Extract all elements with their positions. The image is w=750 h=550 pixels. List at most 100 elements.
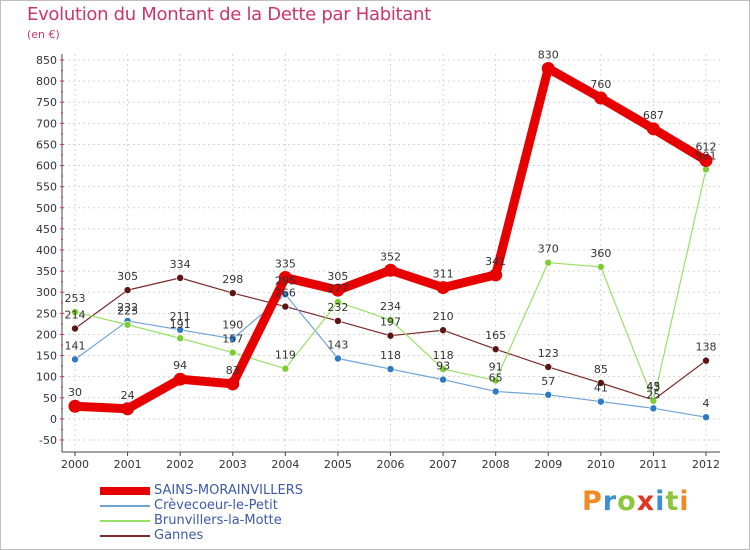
x-tick-label: 2004 xyxy=(271,458,299,471)
data-label: 232 xyxy=(327,301,348,314)
x-tick-label: 2008 xyxy=(482,458,510,471)
data-point xyxy=(334,317,342,325)
y-tick-label: 850 xyxy=(36,54,57,67)
data-point xyxy=(228,348,237,357)
data-point xyxy=(68,399,82,413)
data-label: 591 xyxy=(696,149,717,162)
data-point xyxy=(176,274,184,282)
data-label: 190 xyxy=(222,319,243,332)
data-point xyxy=(702,356,710,365)
data-point xyxy=(544,258,553,267)
legend-swatch xyxy=(100,519,150,522)
legend-label: Crèvecoeur-le-Petit xyxy=(154,498,278,513)
data-point xyxy=(226,377,240,391)
chart-title: Evolution du Montant de la Dette par Hab… xyxy=(27,4,431,25)
data-label: 830 xyxy=(538,48,559,61)
y-tick-label: 50 xyxy=(43,392,57,405)
data-point xyxy=(439,326,447,335)
data-point xyxy=(649,404,658,413)
y-tick-label: 800 xyxy=(36,75,57,88)
data-label: 191 xyxy=(170,318,191,331)
data-label: 123 xyxy=(538,347,559,360)
data-point xyxy=(439,365,447,373)
data-point xyxy=(121,402,135,416)
data-label: 83 xyxy=(226,364,240,377)
y-tick-label: 500 xyxy=(36,202,57,215)
data-label: 43 xyxy=(646,381,660,394)
data-label: 266 xyxy=(275,287,296,300)
data-label: 93 xyxy=(436,360,450,373)
data-label: 85 xyxy=(594,363,608,376)
data-label: 45 xyxy=(646,380,660,393)
data-label: 118 xyxy=(433,349,454,362)
x-tick-label: 2010 xyxy=(587,458,615,471)
data-point xyxy=(491,387,500,396)
data-point xyxy=(176,325,184,334)
legend-label: SAINS-MORAINVILLERS xyxy=(154,483,304,498)
data-point xyxy=(597,379,605,387)
data-label: 311 xyxy=(433,268,454,281)
y-tick-label: 550 xyxy=(36,181,57,194)
x-tick-label: 2006 xyxy=(377,458,405,471)
x-tick-label: 2005 xyxy=(324,458,352,471)
data-label: 305 xyxy=(327,270,348,283)
data-label: 211 xyxy=(170,310,191,323)
data-point xyxy=(489,268,503,282)
x-tick-label: 2000 xyxy=(61,458,89,471)
data-point xyxy=(436,281,450,295)
y-tick-label: 0 xyxy=(50,413,57,426)
data-point xyxy=(384,263,397,277)
data-point xyxy=(646,122,660,136)
data-label: 253 xyxy=(65,292,86,305)
data-label: 352 xyxy=(380,250,401,263)
data-label: 143 xyxy=(327,339,348,352)
data-label: 232 xyxy=(117,301,138,314)
y-tick-label: 100 xyxy=(36,371,57,384)
data-point xyxy=(71,324,79,333)
data-label: 298 xyxy=(222,273,243,286)
logo-letter: o xyxy=(617,486,637,517)
data-label: 57 xyxy=(541,375,555,388)
data-point xyxy=(281,302,290,311)
legend-swatch xyxy=(100,534,150,537)
legend-item: SAINS-MORAINVILLERS xyxy=(100,483,303,498)
data-label: 65 xyxy=(489,371,503,384)
data-label: 91 xyxy=(489,360,503,373)
legend: SAINS-MORAINVILLERS Crèvecoeur-le-Petit … xyxy=(100,483,303,543)
logo-letter: i xyxy=(679,486,690,517)
y-tick-label: -50 xyxy=(39,434,57,447)
x-tick-label: 2007 xyxy=(429,458,457,471)
legend-item: Brunvillers-la-Motte xyxy=(100,513,303,528)
data-point xyxy=(334,354,342,363)
y-tick-label: 300 xyxy=(36,286,57,299)
data-label: 341 xyxy=(485,255,506,268)
data-label: 30 xyxy=(68,386,82,399)
data-point xyxy=(544,391,553,399)
data-point xyxy=(71,308,79,316)
legend-swatch xyxy=(100,504,150,507)
y-tick-label: 700 xyxy=(36,117,57,130)
data-point xyxy=(544,363,553,371)
data-label: 141 xyxy=(65,339,86,352)
data-label: 277 xyxy=(327,282,348,295)
data-label: 223 xyxy=(117,305,138,318)
proxiti-logo: Proxiti xyxy=(582,486,690,517)
data-point xyxy=(281,364,290,373)
data-point xyxy=(491,376,500,385)
data-label: 214 xyxy=(65,309,86,322)
data-point xyxy=(541,61,555,75)
logo-letter: r xyxy=(602,486,618,517)
x-tick-label: 2009 xyxy=(534,458,562,471)
data-point xyxy=(597,397,605,406)
legend-item: Crèvecoeur-le-Petit xyxy=(100,498,303,513)
y-tick-label: 450 xyxy=(36,223,57,236)
data-label: 4 xyxy=(703,397,710,410)
data-label: 234 xyxy=(380,300,401,313)
data-point xyxy=(597,263,605,271)
data-label: 305 xyxy=(117,270,138,283)
data-label: 335 xyxy=(275,257,296,270)
legend-swatch xyxy=(100,486,150,495)
data-label: 118 xyxy=(380,349,401,362)
data-point xyxy=(123,286,132,294)
